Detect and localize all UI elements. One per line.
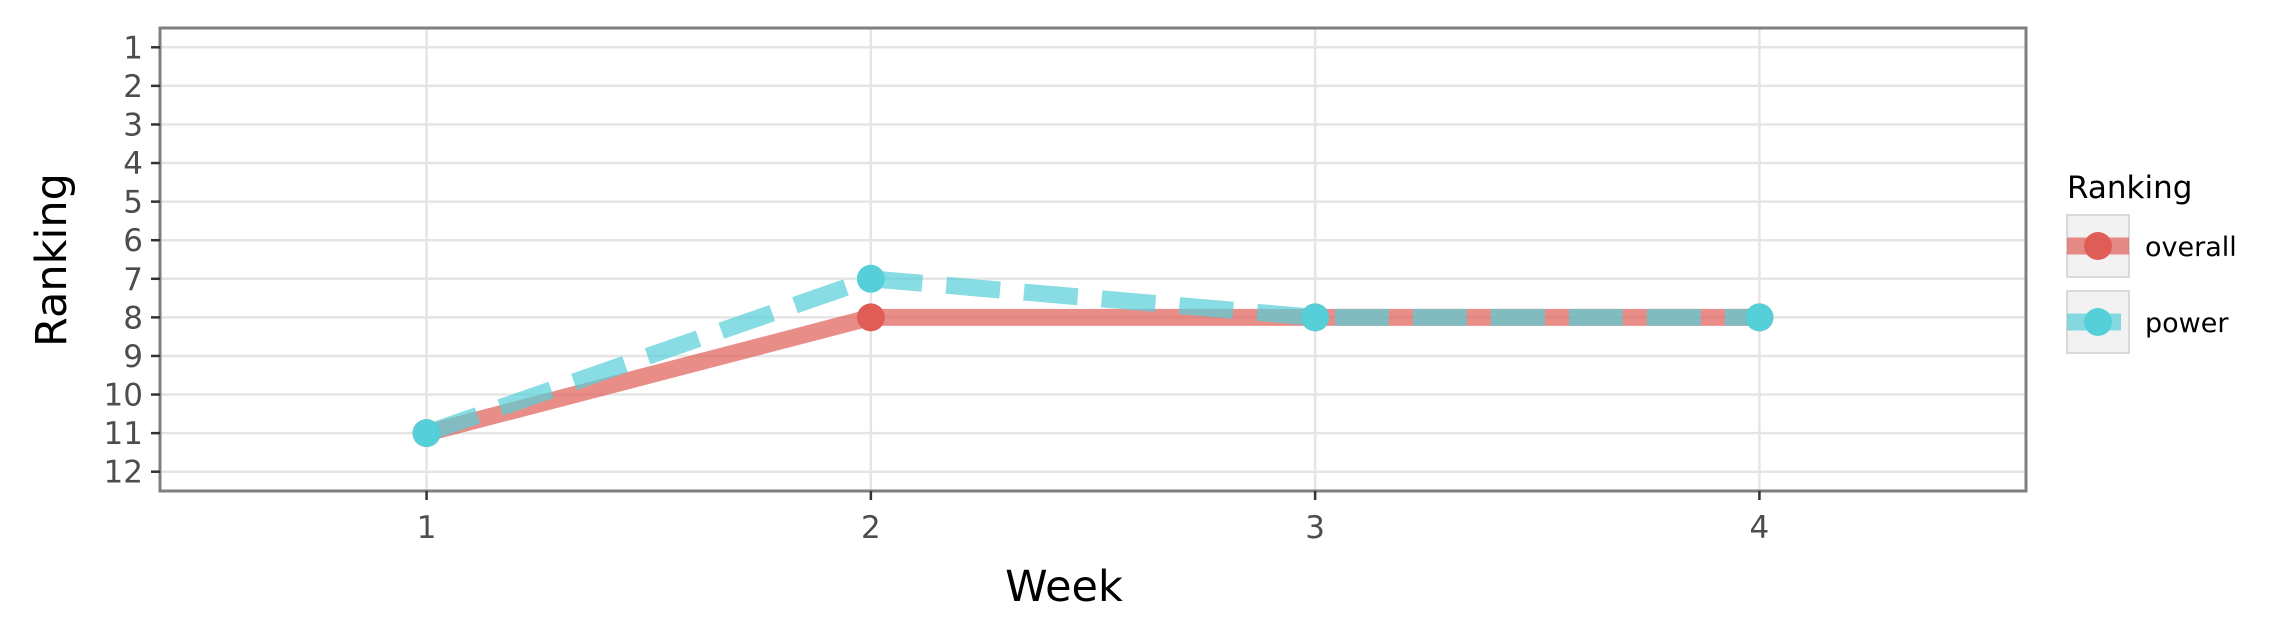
- y-tick-label: 11: [104, 416, 143, 452]
- y-tick-label: 5: [123, 185, 143, 221]
- legend-label: power: [2145, 308, 2229, 339]
- legend-item-power: power: [2066, 290, 2229, 354]
- series-layer: [412, 264, 1774, 448]
- y-tick-label: 2: [123, 69, 143, 105]
- legend-label: overall: [2145, 232, 2237, 263]
- y-tick-label: 4: [123, 146, 143, 182]
- y-tick-label: 8: [123, 300, 143, 336]
- legend-key-marker: [2084, 308, 2112, 336]
- series-line-power: [423, 270, 1760, 442]
- legend: Ranking overall power: [2066, 170, 2237, 354]
- y-tick-label: 12: [104, 455, 143, 491]
- legend-key-marker: [2084, 232, 2112, 260]
- data-point-power: [1745, 303, 1774, 332]
- y-axis-title: Ranking: [27, 173, 77, 347]
- x-axis: 1 2 3 4: [417, 491, 1770, 546]
- plot-border: [158, 26, 2028, 493]
- legend-item-overall: overall: [2066, 214, 2237, 278]
- data-point-power: [1301, 303, 1330, 332]
- legend-title: Ranking: [2067, 170, 2192, 206]
- y-tick-label: 7: [123, 262, 143, 298]
- grid: [160, 28, 2026, 491]
- x-tick-label: 4: [1750, 510, 1770, 546]
- x-tick-label: 1: [417, 510, 437, 546]
- y-tick-label: 9: [123, 339, 143, 375]
- data-point-overall: [856, 303, 885, 332]
- y-tick-label: 1: [123, 30, 143, 66]
- x-tick-label: 2: [861, 510, 881, 546]
- y-tick-label: 10: [104, 378, 143, 414]
- y-tick-label: 3: [123, 107, 143, 143]
- data-point-power: [412, 419, 441, 448]
- x-axis-title: Week: [1005, 562, 1123, 612]
- y-tick-label: 6: [123, 223, 143, 259]
- data-point-power: [856, 264, 885, 293]
- x-tick-label: 3: [1305, 510, 1325, 546]
